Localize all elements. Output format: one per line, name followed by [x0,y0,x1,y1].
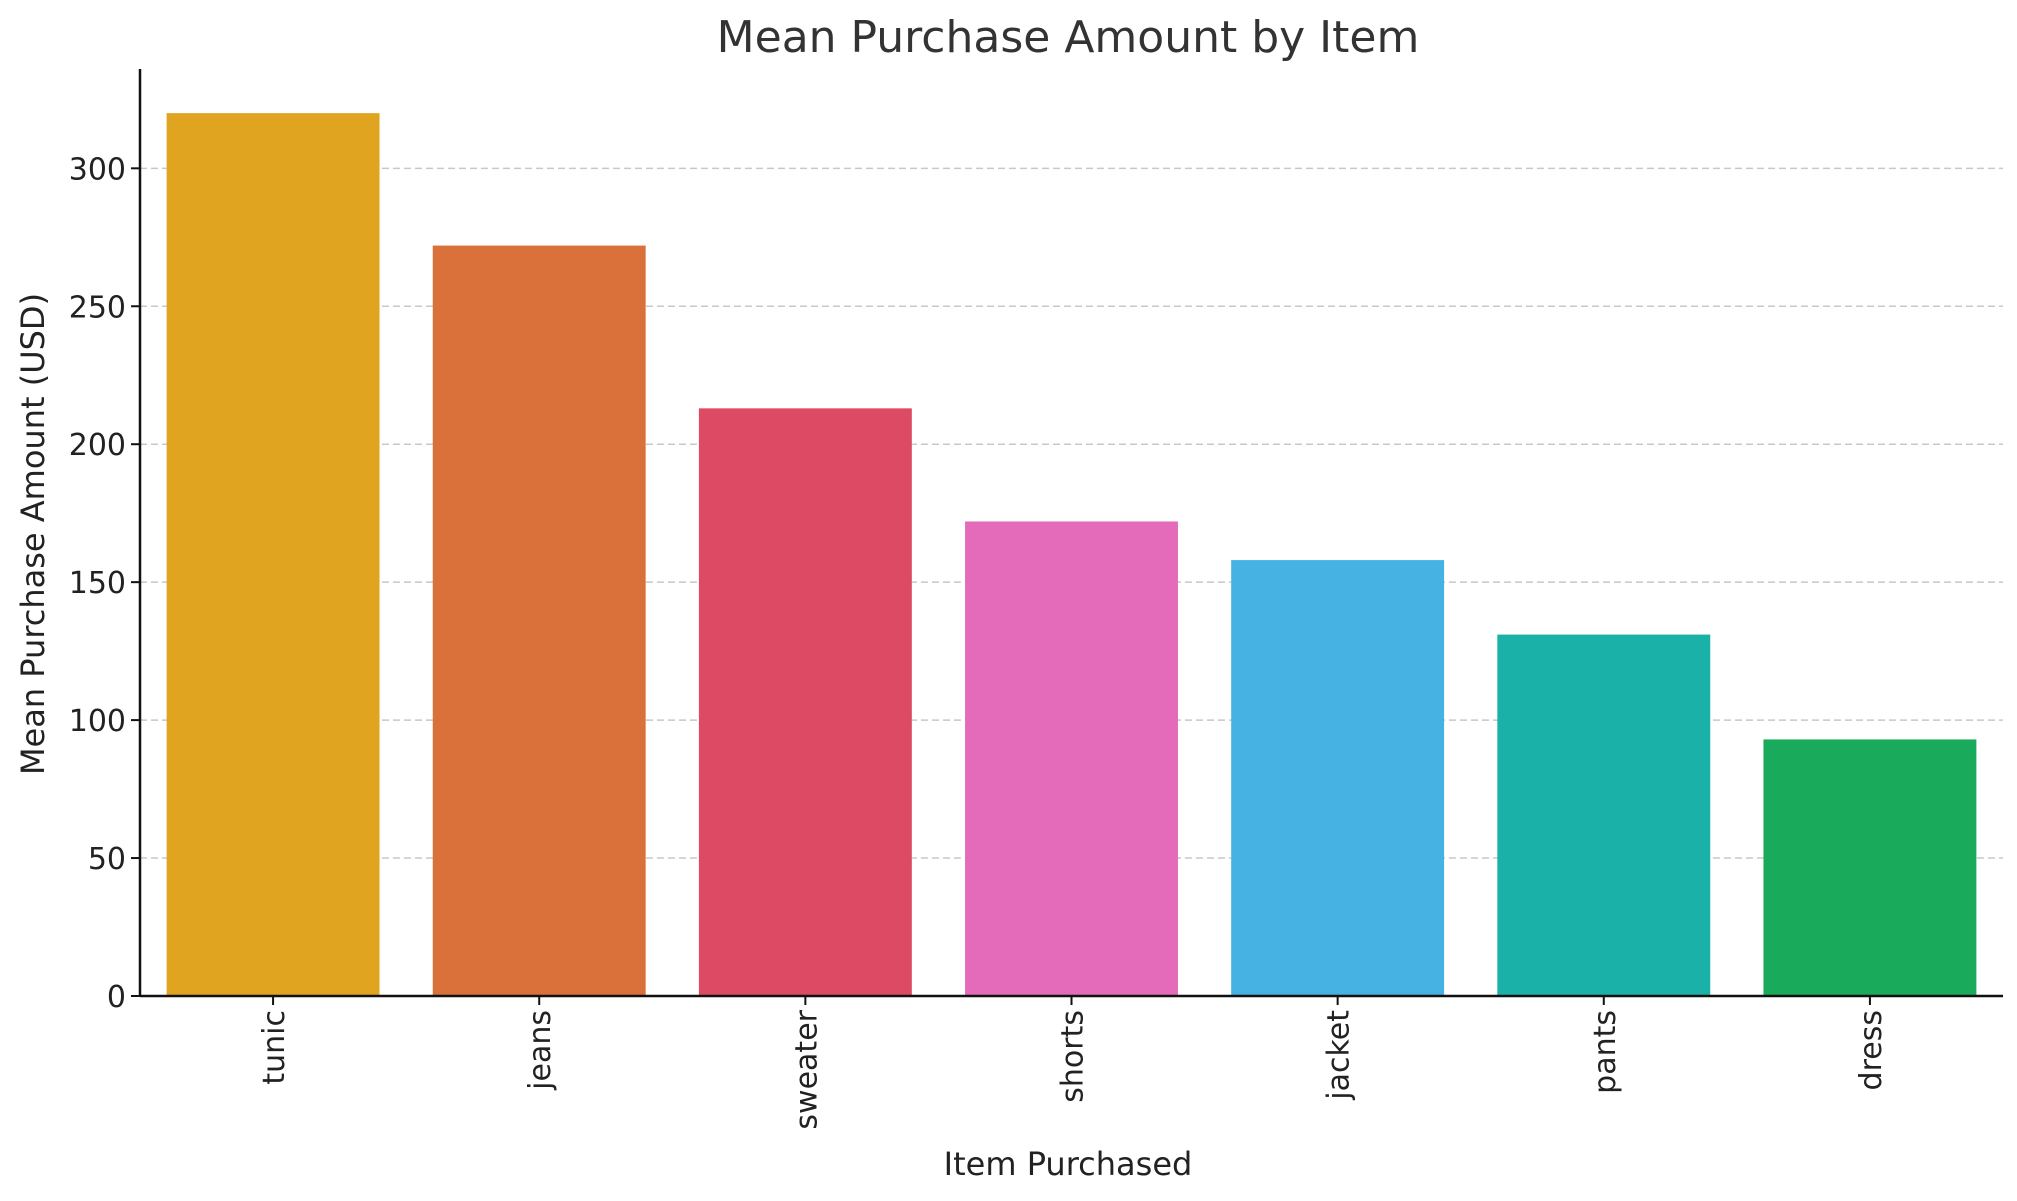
bars [166,113,1977,997]
bar-jacket [1231,560,1445,996]
x-ticks: tunic jeans sweater shorts jacket pants dress [257,996,1889,1130]
bar-dress [1763,739,1977,996]
x-tick-label: jeans [523,1010,558,1091]
bar-jeans [432,245,646,997]
y-tick-label: 250 [69,290,126,325]
x-tick-label: jacket [1322,1010,1357,1101]
y-ticks: 0 50 100 150 200 250 300 [69,152,140,1015]
y-axis-label: Mean Purchase Amount (USD) [14,293,52,775]
x-tick-label: sweater [789,1009,824,1129]
y-tick-label: 150 [69,566,126,601]
bar-tunic [166,113,380,996]
x-tick-label: pants [1588,1010,1623,1094]
y-tick-label: 100 [69,704,126,739]
x-tick-label: dress [1854,1010,1889,1090]
x-tick-label: tunic [257,1010,292,1085]
y-tick-label: 0 [107,980,126,1015]
x-tick-label: shorts [1056,1010,1091,1103]
y-tick-label: 200 [69,428,126,463]
bar-sweater [698,408,912,996]
bar-shorts [965,521,1178,996]
x-axis-label: Item Purchased [944,1145,1193,1183]
y-tick-label: 300 [69,152,126,187]
chart-title: Mean Purchase Amount by Item [717,12,1420,63]
y-tick-label: 50 [88,842,126,877]
bar-pants [1497,634,1711,996]
